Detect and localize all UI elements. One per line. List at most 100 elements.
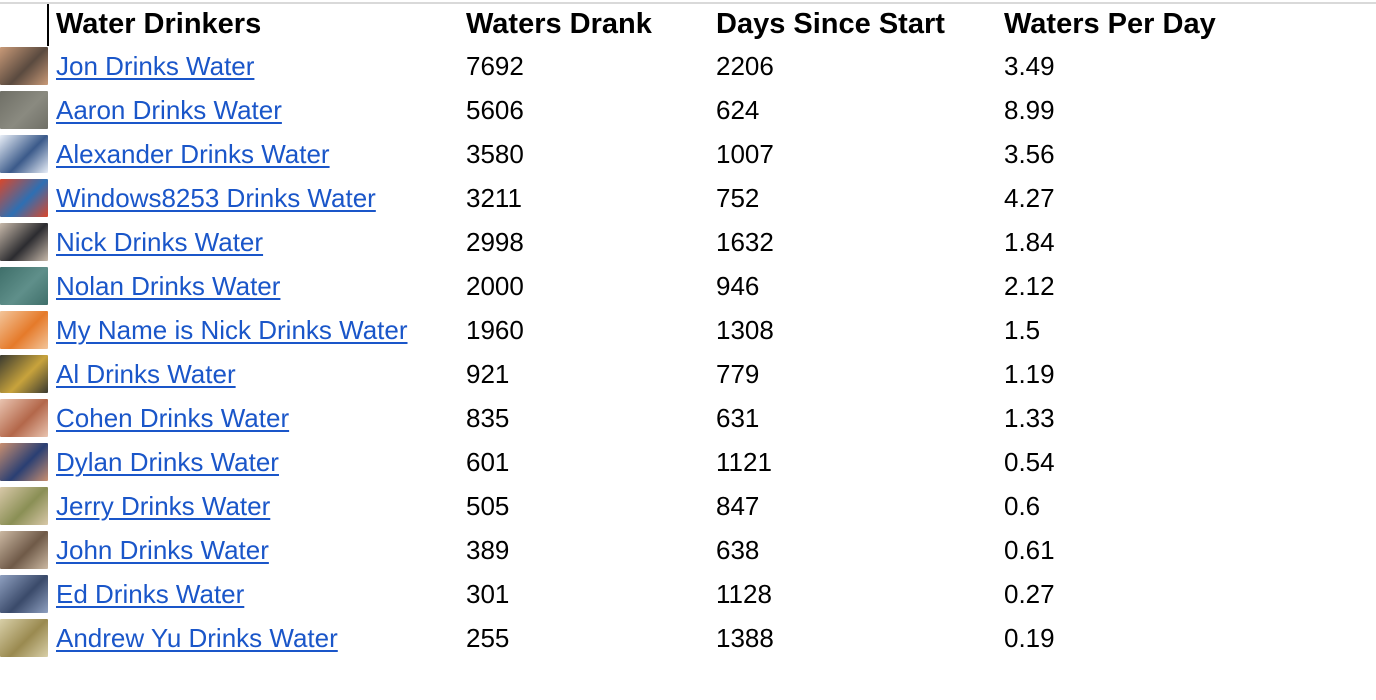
thumbnail-cell	[0, 176, 56, 220]
thumbnail-cell	[0, 484, 56, 528]
drinker-thumbnail[interactable]	[0, 399, 48, 437]
table-row: Ed Drinks Water 301 1128 0.27	[0, 572, 1304, 616]
drinker-name-cell: Ed Drinks Water	[56, 572, 466, 616]
header-divider	[47, 4, 49, 46]
waters-drank-cell: 3211	[466, 182, 522, 213]
drinker-link[interactable]: Jon Drinks Water	[56, 50, 255, 81]
waters-per-day-cell: 4.27	[1004, 182, 1055, 213]
drinker-name-cell: Al Drinks Water	[56, 352, 466, 396]
drinker-link[interactable]: Aaron Drinks Water	[56, 94, 282, 125]
drinker-name-cell: John Drinks Water	[56, 528, 466, 572]
drinker-link[interactable]: Jerry Drinks Water	[56, 490, 271, 521]
drinker-link[interactable]: John Drinks Water	[56, 534, 269, 565]
waters-per-day-cell: 1.5	[1004, 314, 1041, 345]
drinker-link[interactable]: My Name is Nick Drinks Water	[56, 314, 408, 345]
drinker-name-cell: My Name is Nick Drinks Water	[56, 308, 466, 352]
waters-per-day-cell: 2.12	[1004, 270, 1055, 301]
column-header-name: Water Drinkers	[56, 7, 262, 40]
days-since-start-cell: 1007	[716, 138, 774, 169]
waters-per-day-cell: 1.33	[1004, 402, 1055, 433]
drinker-name-cell: Aaron Drinks Water	[56, 88, 466, 132]
drinker-thumbnail[interactable]	[0, 575, 48, 613]
days-since-start-cell: 2206	[716, 50, 774, 81]
drinker-thumbnail[interactable]	[0, 135, 48, 173]
thumbnail-cell	[0, 132, 56, 176]
waters-drank-cell: 389	[466, 534, 510, 565]
waters-per-day-cell: 8.99	[1004, 94, 1055, 125]
thumbnail-cell	[0, 220, 56, 264]
drinker-name-cell: Nolan Drinks Water	[56, 264, 466, 308]
drinker-name-cell: Jon Drinks Water	[56, 44, 466, 88]
table-header-row: Water Drinkers Waters Drank Days Since S…	[0, 4, 1304, 44]
days-since-start-cell: 638	[716, 534, 760, 565]
drinker-name-cell: Jerry Drinks Water	[56, 484, 466, 528]
thumbnail-cell	[0, 44, 56, 88]
waters-per-day-cell: 1.84	[1004, 226, 1055, 257]
drinker-thumbnail[interactable]	[0, 531, 48, 569]
table-row: Alexander Drinks Water 3580 1007 3.56	[0, 132, 1304, 176]
drinker-link[interactable]: Ed Drinks Water	[56, 578, 245, 609]
thumbnail-cell	[0, 440, 56, 484]
waters-per-day-cell: 0.6	[1004, 490, 1041, 521]
drinker-thumbnail[interactable]	[0, 443, 48, 481]
thumbnail-cell	[0, 396, 56, 440]
drinker-link[interactable]: Al Drinks Water	[56, 358, 236, 389]
thumbnail-cell	[0, 616, 56, 660]
drinker-name-cell: Andrew Yu Drinks Water	[56, 616, 466, 660]
table-row: Dylan Drinks Water 601 1121 0.54	[0, 440, 1304, 484]
thumbnail-cell	[0, 352, 56, 396]
drinker-link[interactable]: Windows8253 Drinks Water	[56, 182, 376, 213]
drinker-thumbnail[interactable]	[0, 267, 48, 305]
waters-drank-cell: 3580	[466, 138, 524, 169]
drinker-name-cell: Windows8253 Drinks Water	[56, 176, 466, 220]
table-row: Windows8253 Drinks Water 3211 752 4.27	[0, 176, 1304, 220]
days-since-start-cell: 1388	[716, 622, 774, 653]
drinker-thumbnail[interactable]	[0, 179, 48, 217]
days-since-start-cell: 779	[716, 358, 760, 389]
days-since-start-cell: 752	[716, 182, 760, 213]
drinker-thumbnail[interactable]	[0, 223, 48, 261]
drinker-thumbnail[interactable]	[0, 355, 48, 393]
drinker-link[interactable]: Nolan Drinks Water	[56, 270, 281, 301]
table-row: Jerry Drinks Water 505 847 0.6	[0, 484, 1304, 528]
thumbnail-cell	[0, 264, 56, 308]
drinker-thumbnail[interactable]	[0, 487, 48, 525]
waters-drank-cell: 2998	[466, 226, 524, 257]
waters-drank-cell: 505	[466, 490, 510, 521]
waters-per-day-cell: 3.56	[1004, 138, 1055, 169]
drinker-link[interactable]: Cohen Drinks Water	[56, 402, 290, 433]
drinker-thumbnail[interactable]	[0, 619, 48, 657]
waters-drank-cell: 921	[466, 358, 510, 389]
days-since-start-cell: 631	[716, 402, 760, 433]
days-since-start-cell: 1128	[716, 578, 772, 609]
table-row: My Name is Nick Drinks Water 1960 1308 1…	[0, 308, 1304, 352]
table-row: Cohen Drinks Water 835 631 1.33	[0, 396, 1304, 440]
table-row: John Drinks Water 389 638 0.61	[0, 528, 1304, 572]
table-row: Andrew Yu Drinks Water 255 1388 0.19	[0, 616, 1304, 660]
drinker-link[interactable]: Alexander Drinks Water	[56, 138, 330, 169]
table-row: Aaron Drinks Water 5606 624 8.99	[0, 88, 1304, 132]
drinker-name-cell: Alexander Drinks Water	[56, 132, 466, 176]
table-row: Nick Drinks Water 2998 1632 1.84	[0, 220, 1304, 264]
drinker-link[interactable]: Dylan Drinks Water	[56, 446, 279, 477]
drinker-link[interactable]: Nick Drinks Water	[56, 226, 264, 257]
waters-drank-cell: 5606	[466, 94, 524, 125]
waters-drank-cell: 601	[466, 446, 510, 477]
waters-drank-cell: 255	[466, 622, 510, 653]
drinker-thumbnail[interactable]	[0, 311, 48, 349]
thumbnail-cell	[0, 88, 56, 132]
water-drinkers-table: Water Drinkers Waters Drank Days Since S…	[0, 4, 1304, 660]
waters-drank-cell: 301	[466, 578, 510, 609]
drinker-name-cell: Nick Drinks Water	[56, 220, 466, 264]
column-header-waters-drank: Waters Drank	[466, 7, 652, 40]
drinker-thumbnail[interactable]	[0, 91, 48, 129]
days-since-start-cell: 1121	[716, 446, 772, 477]
drinker-thumbnail[interactable]	[0, 47, 48, 85]
drinker-link[interactable]: Andrew Yu Drinks Water	[56, 622, 338, 653]
thumbnail-cell	[0, 308, 56, 352]
column-header-days-since-start: Days Since Start	[716, 7, 945, 40]
thumbnail-cell	[0, 572, 56, 616]
waters-per-day-cell: 1.19	[1004, 358, 1055, 389]
waters-per-day-cell: 0.54	[1004, 446, 1055, 477]
table-row: Al Drinks Water 921 779 1.19	[0, 352, 1304, 396]
